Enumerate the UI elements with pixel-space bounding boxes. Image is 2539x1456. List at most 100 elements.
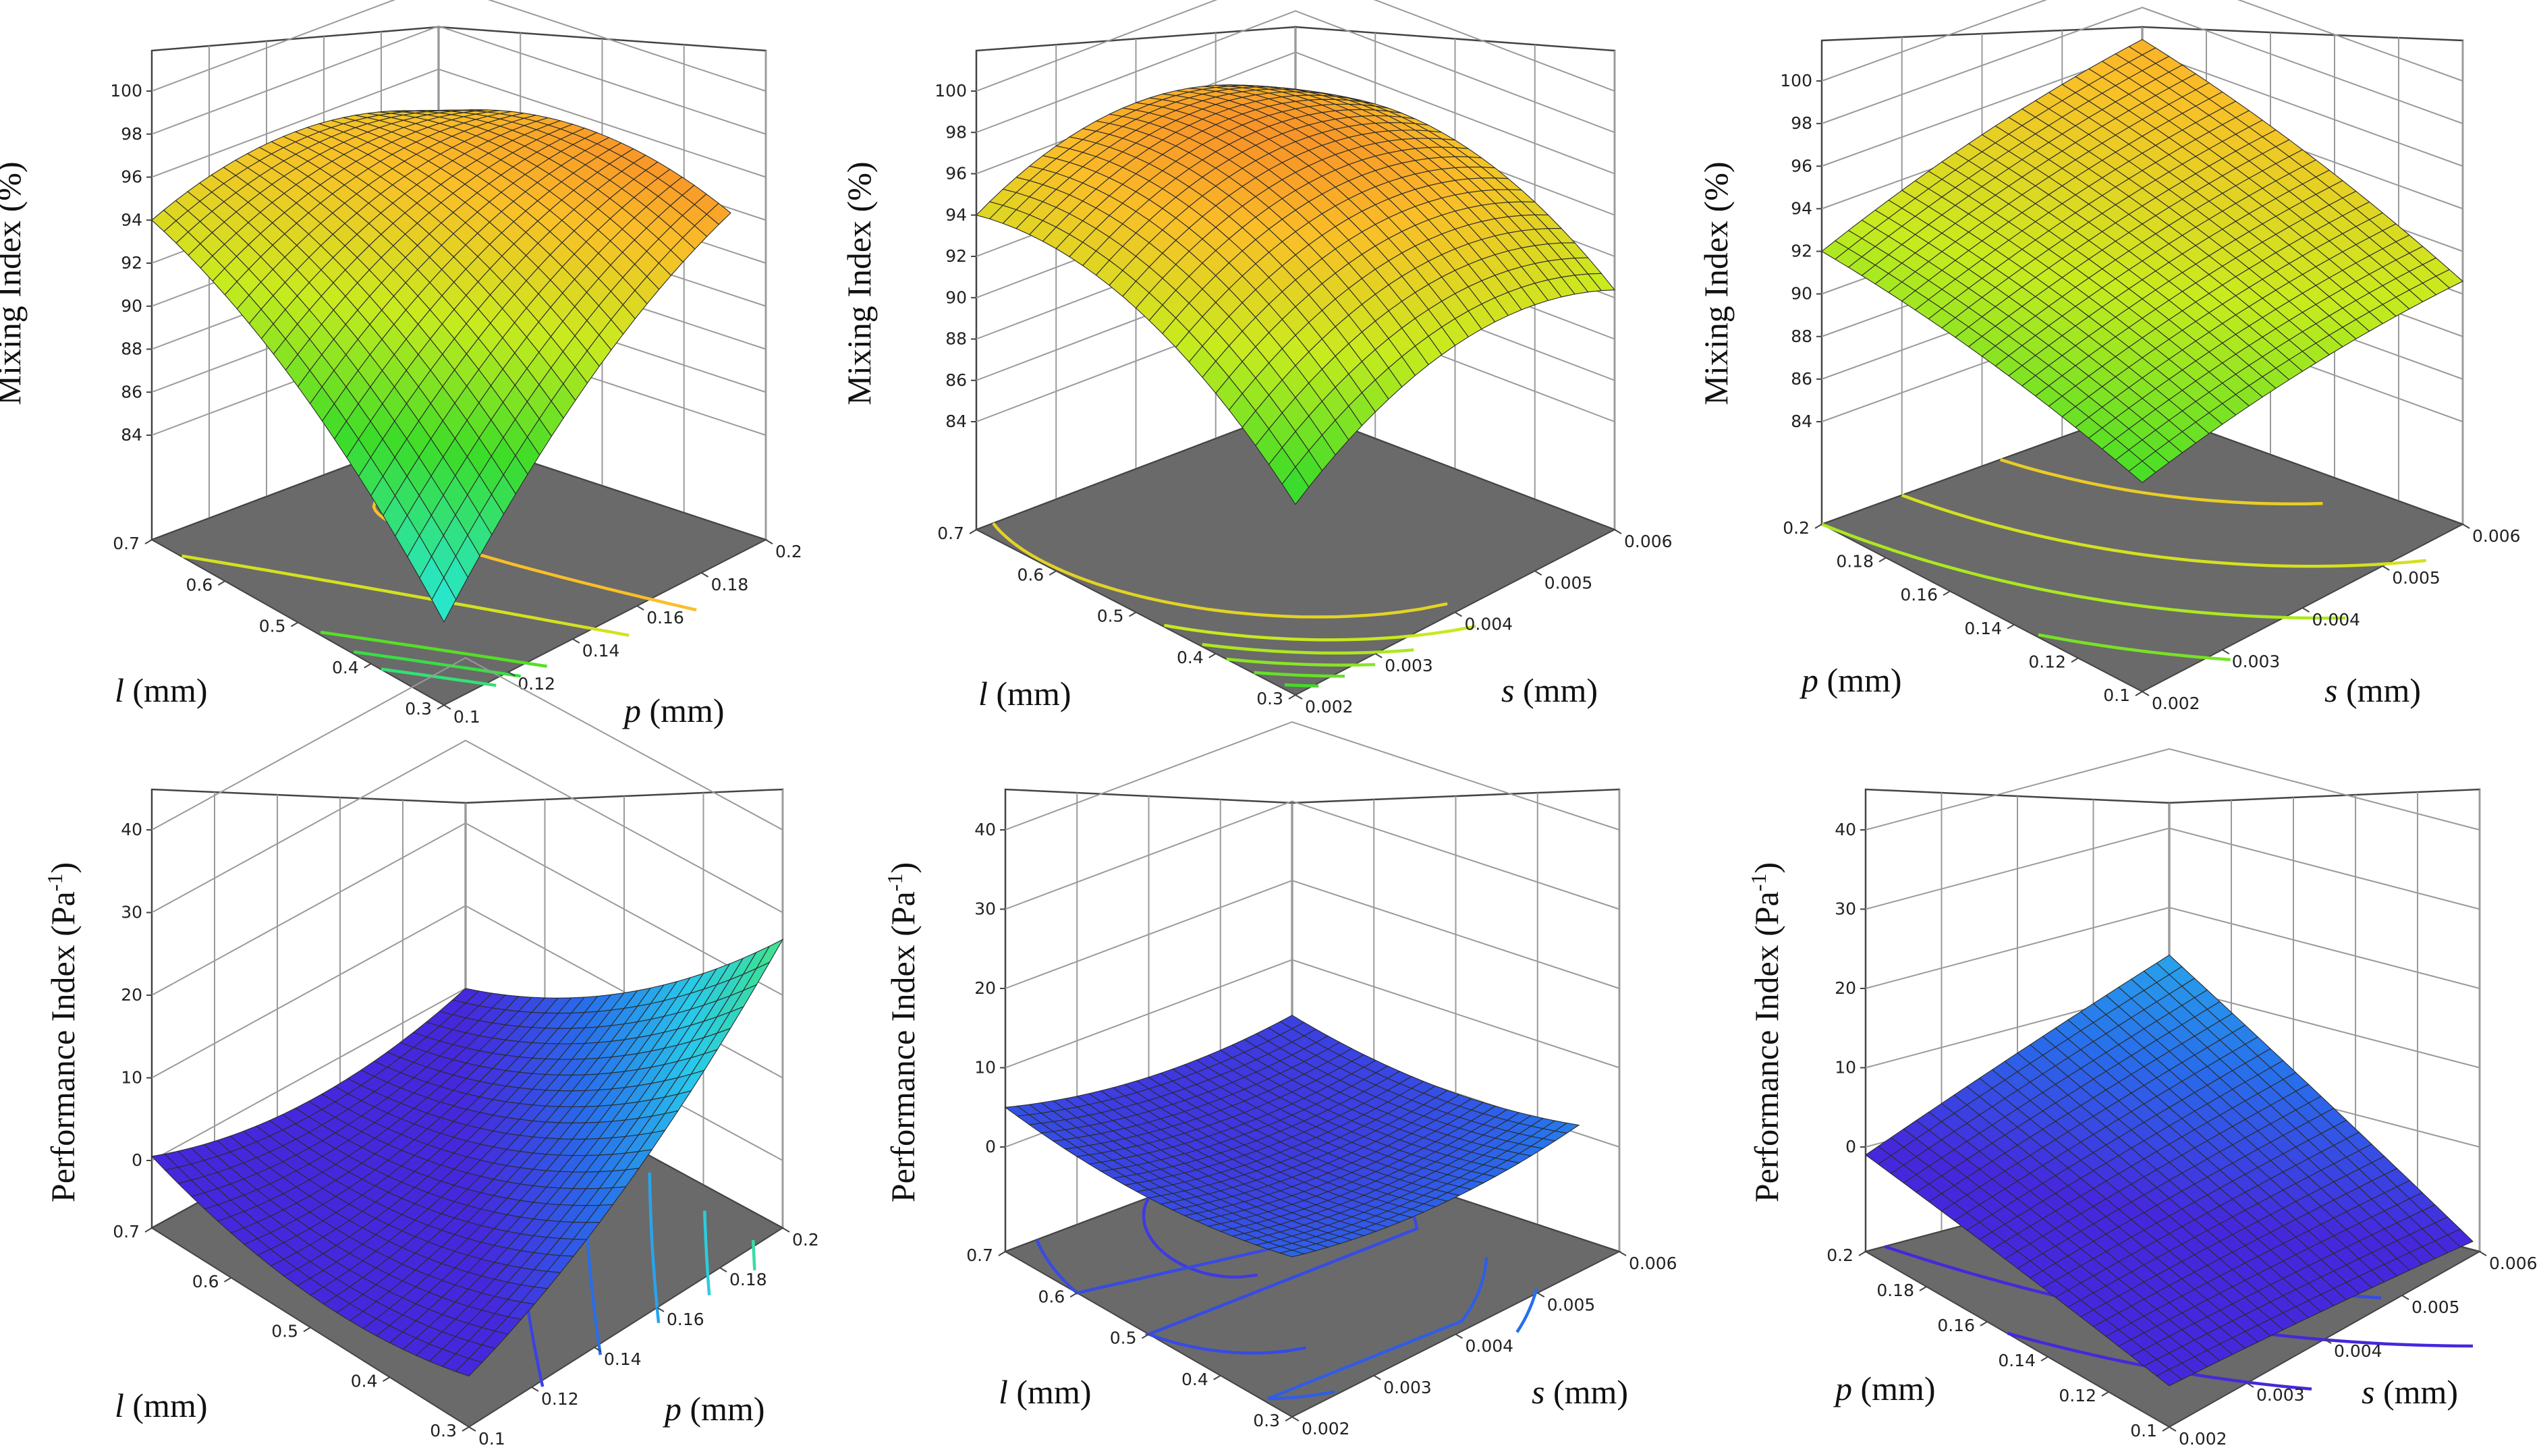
x-tickmark [462, 1426, 470, 1432]
y-tick-label: 0.2 [792, 1230, 819, 1250]
z-tick-label: 40 [121, 820, 142, 839]
y-tickmark [701, 572, 709, 578]
y-tick-label: 0.004 [1466, 1337, 1514, 1356]
z-tick-label: 86 [945, 370, 967, 390]
y-tickmark [636, 605, 644, 611]
x-tickmark [1141, 1333, 1150, 1339]
y-axis-label: s (mm) [2362, 1373, 2458, 1411]
x-tick-label: 0.5 [271, 1322, 298, 1341]
y-tickmark [765, 539, 773, 544]
z-axis-label: Performance Index (Pa-1) [1746, 862, 1785, 1202]
y-axis-label: s (mm) [1501, 671, 1598, 709]
x-tick-label: 0.1 [2130, 1421, 2157, 1440]
x-tickmark [969, 529, 977, 534]
y-tickmark [2479, 1251, 2487, 1256]
x-tick-label: 0.3 [430, 1421, 457, 1440]
z-tick-label: 86 [1791, 369, 1812, 389]
x-tick-label: 0.3 [1253, 1411, 1280, 1430]
contour-line [1254, 671, 1345, 678]
surface-cell [431, 577, 457, 623]
y-tickmark [1291, 1416, 1300, 1422]
y-axis-label: p (mm) [622, 692, 725, 729]
y-tick-label: 0.005 [2411, 1297, 2460, 1317]
z-tick-label: 0 [132, 1150, 142, 1170]
y-tickmark [1295, 694, 1303, 700]
contour-line [381, 667, 497, 688]
x-tickmark [1943, 590, 1951, 596]
y-axis-label: s (mm) [2324, 671, 2421, 709]
y-tick-label: 0.002 [2179, 1429, 2227, 1449]
y-tick-label: 0.18 [711, 575, 749, 594]
x-axis-label: p (mm) [1833, 1370, 1936, 1407]
y-tickmark [443, 704, 451, 710]
y-tick-label: 0.004 [1465, 615, 1513, 634]
x-tick-label: 0.5 [259, 617, 286, 636]
x-tick-label: 0.5 [1110, 1328, 1137, 1348]
z-tick-label: 92 [1791, 242, 1812, 261]
surface-mesh [975, 84, 1616, 505]
y-tickmark [1455, 1333, 1463, 1339]
y-tick-label: 0.1 [453, 707, 480, 727]
surface-chart-d: 0 10 20 30 40 0.3 0.4 0.5 0.6 0.7 0.1 0.12 0.14 0.16 0… [43, 656, 819, 1449]
z-tick-label: 90 [945, 287, 967, 307]
contour-line [751, 1239, 756, 1270]
z-tick-label: 40 [974, 820, 996, 839]
y-tick-label: 0.14 [582, 641, 620, 661]
x-axis-label: l (mm) [115, 671, 208, 709]
x-tickmark [1069, 1292, 1078, 1298]
y-tick-label: 0.1 [478, 1429, 505, 1449]
x-tickmark [1858, 1251, 1866, 1256]
y-tick-label: 0.006 [1629, 1254, 1677, 1273]
x-tickmark [1213, 1374, 1221, 1380]
y-tick-label: 0.16 [667, 1310, 704, 1329]
z-tick-label: 92 [121, 253, 142, 273]
z-gridline [1005, 879, 1620, 989]
x-tickmark [2135, 691, 2143, 696]
z-tick-label: 84 [1791, 412, 1812, 431]
x-tick-label: 0.4 [332, 658, 359, 677]
x-tick-label: 0.2 [1783, 518, 1810, 538]
y-tick-label: 0.12 [518, 674, 555, 694]
x-tickmark [1288, 694, 1296, 700]
x-tickmark [382, 1376, 391, 1382]
z-tick-label: 100 [934, 81, 967, 101]
x-tickmark [1128, 611, 1137, 617]
x-tick-label: 0.16 [1900, 585, 1938, 605]
y-tickmark [1534, 570, 1542, 576]
z-tick-label: 20 [121, 985, 142, 1005]
x-tickmark [1878, 557, 1887, 563]
y-tickmark [719, 1267, 727, 1272]
z-tick-label: 94 [1791, 198, 1812, 218]
y-tick-label: 0.002 [1305, 697, 1354, 717]
y-tickmark [572, 638, 580, 644]
y-tickmark [782, 1227, 790, 1233]
y-tick-label: 0.12 [541, 1389, 579, 1409]
z-axis-label: Mixing Index (%) [0, 161, 28, 405]
y-tick-label: 0.003 [2232, 652, 2281, 671]
x-tickmark [1285, 1416, 1293, 1422]
z-tick-label: 30 [1835, 899, 1856, 919]
x-tickmark [1814, 524, 1822, 529]
y-tick-label: 0.003 [1385, 656, 1433, 675]
y-tickmark [1537, 1292, 1545, 1298]
x-tick-label: 0.6 [1017, 565, 1044, 584]
z-gridline [1865, 827, 2480, 910]
y-tick-label: 0.005 [2392, 568, 2440, 588]
x-tickmark [2007, 623, 2015, 629]
y-tickmark [507, 671, 515, 677]
z-tick-label: 92 [945, 246, 967, 266]
x-tick-label: 0.12 [2059, 1386, 2096, 1405]
z-tick-label: 94 [121, 210, 142, 229]
x-tick-label: 0.4 [1181, 1370, 1208, 1389]
x-tick-label: 0.12 [2028, 652, 2066, 671]
x-tickmark [144, 1227, 152, 1233]
z-tick-label: 90 [121, 296, 142, 316]
x-tick-label: 0.1 [2103, 685, 2130, 705]
z-tick-label: 30 [121, 903, 142, 922]
x-tickmark [290, 621, 299, 627]
z-tick-label: 98 [121, 124, 142, 144]
x-tickmark [303, 1326, 311, 1333]
x-tickmark [1208, 652, 1217, 659]
y-tickmark [468, 1426, 476, 1432]
